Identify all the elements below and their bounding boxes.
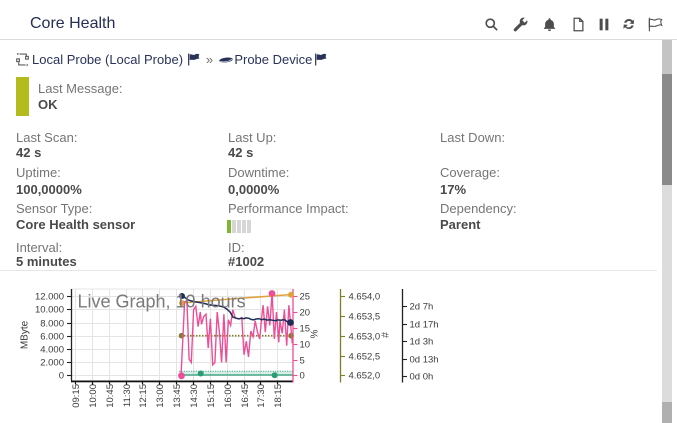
svg-text:2.000: 2.000: [40, 358, 64, 369]
svg-text:15: 15: [300, 324, 311, 335]
svg-text:5: 5: [300, 356, 305, 367]
svg-text:%: %: [310, 329, 321, 338]
svg-text:6.000: 6.000: [40, 332, 64, 343]
svg-text:17:30: 17:30: [256, 384, 267, 408]
svg-text:11:30: 11:30: [122, 384, 133, 407]
svg-text:10:45: 10:45: [105, 384, 116, 408]
svg-text:18:15: 18:15: [273, 384, 284, 408]
svg-text:4.652,0: 4.652,0: [349, 371, 381, 382]
svg-text:4.653,5: 4.653,5: [349, 312, 381, 323]
svg-text:13:45: 13:45: [172, 384, 183, 408]
svg-text:15:15: 15:15: [206, 384, 217, 408]
svg-text:2d 7h: 2d 7h: [410, 302, 434, 313]
svg-text:4.000: 4.000: [40, 345, 64, 356]
svg-text:09:15: 09:15: [71, 384, 82, 408]
svg-text:4.652,5: 4.652,5: [349, 352, 381, 363]
svg-text:Live Graph, 10 hours: Live Graph, 10 hours: [78, 292, 246, 312]
svg-text:MByte: MByte: [20, 320, 31, 349]
svg-text:0: 0: [59, 371, 64, 382]
svg-text:1d 17h: 1d 17h: [410, 320, 439, 331]
svg-text:14:30: 14:30: [189, 384, 200, 408]
svg-text:12:15: 12:15: [138, 384, 149, 408]
svg-text:16:00: 16:00: [223, 384, 234, 408]
svg-text:0d 13h: 0d 13h: [410, 355, 439, 366]
svg-text:#: #: [380, 332, 392, 338]
svg-text:4.654,0: 4.654,0: [349, 292, 381, 303]
svg-text:8.000: 8.000: [40, 319, 64, 330]
svg-text:12.000: 12.000: [35, 292, 64, 303]
svg-text:13:00: 13:00: [155, 384, 166, 408]
svg-text:10:00: 10:00: [88, 384, 99, 408]
svg-text:0d 0h: 0d 0h: [410, 372, 434, 383]
svg-text:4.653,0: 4.653,0: [349, 332, 381, 343]
svg-text:20: 20: [300, 308, 311, 319]
svg-text:10: 10: [300, 340, 311, 351]
svg-text:25: 25: [300, 292, 311, 303]
svg-text:1d 3h: 1d 3h: [410, 337, 434, 348]
svg-text:0: 0: [300, 371, 305, 382]
svg-text:16:45: 16:45: [240, 384, 251, 408]
svg-text:10.000: 10.000: [35, 305, 64, 316]
